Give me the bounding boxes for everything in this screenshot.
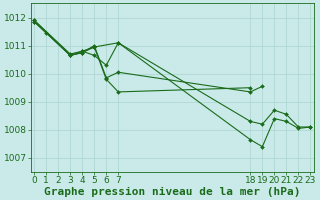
X-axis label: Graphe pression niveau de la mer (hPa): Graphe pression niveau de la mer (hPa) (44, 186, 300, 197)
